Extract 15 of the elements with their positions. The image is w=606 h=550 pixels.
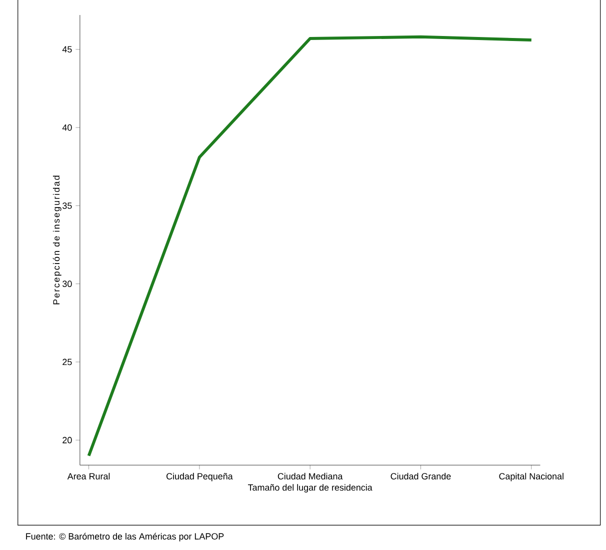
x-tick-label: Ciudad Mediana [278,472,343,480]
x-axis-title: Tamaño del lugar de residencia [248,484,372,492]
y-tick-label: 20 [62,436,72,444]
x-tick-label: Ciudad Pequeña [166,472,233,482]
y-tick-label: 45 [62,46,72,52]
y-tick-label: 30 [62,280,72,287]
y-axis-title: Percepción de inseguridad [52,176,62,304]
y-tick-label: 35 [62,202,72,209]
line-series [87,35,533,458]
y-tick-label: 40 [62,124,72,131]
x-tick-label: Area Rural [67,472,110,480]
x-tick-label: Ciudad Grande [390,472,451,480]
source-note: Fuente: © Barómetro de las Américas por LAPOP [26,532,224,542]
x-tick-label: Capital Nacional [499,472,564,482]
y-tick-label: 25 [62,358,72,366]
